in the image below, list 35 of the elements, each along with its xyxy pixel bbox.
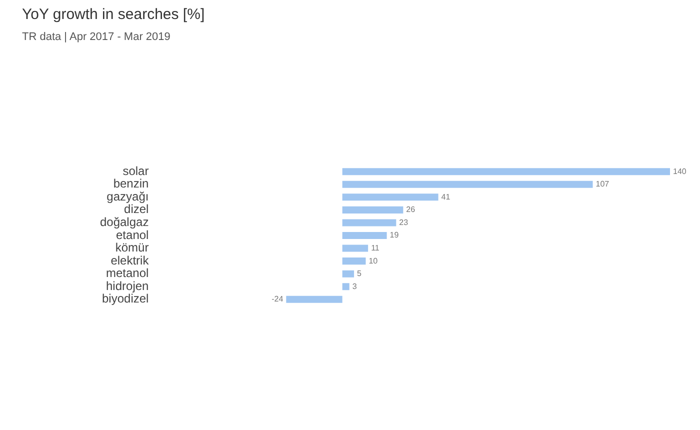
y-tick-label: gazyağı bbox=[106, 189, 149, 204]
bar bbox=[286, 296, 342, 303]
y-tick-label: hidrojen bbox=[106, 278, 149, 293]
y-tick-label: etanol bbox=[116, 228, 149, 242]
text: YoY growth in searches [%] bbox=[22, 6, 206, 23]
y-tick-label: doğalgaz bbox=[100, 215, 149, 230]
bar bbox=[342, 168, 670, 176]
data-label: 3 bbox=[352, 282, 358, 291]
y-tick-label: metanol bbox=[106, 266, 149, 280]
bar bbox=[342, 219, 396, 226]
bar bbox=[342, 283, 350, 290]
y-tick-label: solar bbox=[122, 164, 149, 178]
data-label: 41 bbox=[441, 192, 451, 202]
y-tick-label: biyodizel bbox=[102, 292, 149, 306]
y-tick-label: elektrik bbox=[110, 253, 150, 268]
y-tick-label: kömür bbox=[115, 240, 149, 255]
bar bbox=[342, 232, 387, 240]
text: TR data | Apr 2017 - Mar 2019 bbox=[22, 31, 172, 43]
bar bbox=[342, 194, 438, 201]
data-label: 107 bbox=[596, 180, 610, 189]
data-label: 140 bbox=[673, 166, 687, 176]
bar bbox=[342, 180, 593, 188]
data-label: 26 bbox=[406, 205, 416, 214]
data-label: 10 bbox=[368, 256, 378, 266]
data-label: 19 bbox=[390, 230, 400, 240]
data-label: 5 bbox=[357, 269, 362, 278]
y-tick-label: benzin bbox=[113, 176, 149, 191]
data-label: 11 bbox=[371, 243, 380, 252]
bar bbox=[342, 270, 354, 278]
data-label: 23 bbox=[399, 218, 409, 227]
y-tick-label: dizel bbox=[124, 202, 149, 216]
bar bbox=[342, 258, 366, 265]
bar bbox=[342, 244, 368, 252]
bar bbox=[342, 206, 404, 214]
data-label: -24 bbox=[272, 294, 284, 304]
